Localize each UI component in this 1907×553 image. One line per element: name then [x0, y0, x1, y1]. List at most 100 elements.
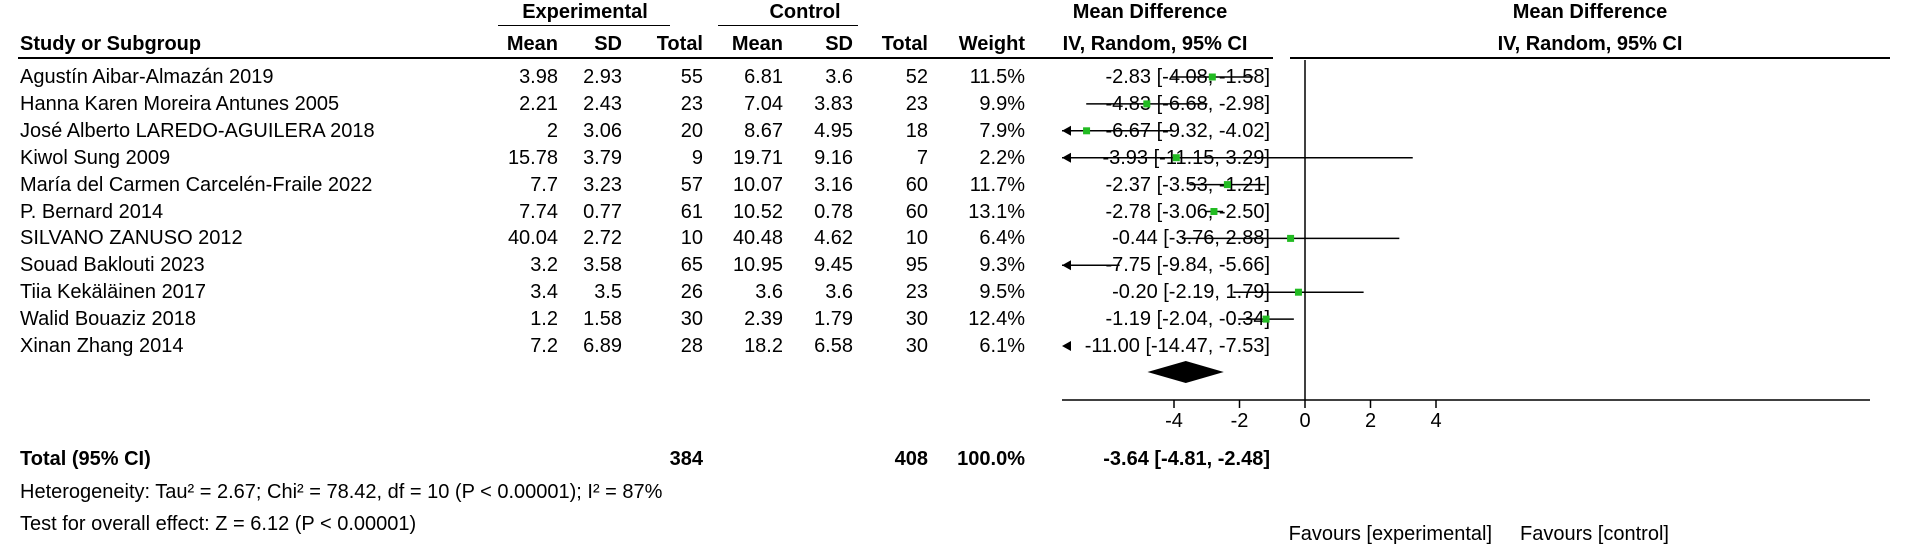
md-column-header: Mean Difference: [1072, 1, 1228, 23]
exp-total: 23: [680, 92, 703, 115]
md-ci: -1.19 [-2.04, -0.34]: [1105, 308, 1270, 331]
weight: 11.5%: [969, 66, 1025, 88]
x-tick-label: 2: [1365, 410, 1376, 432]
study-name: Walid Bouaziz 2018: [20, 308, 197, 331]
ctl-mean: 10.52: [732, 200, 783, 223]
ctl-mean: 2.39: [744, 308, 783, 331]
study-name: Tiia Kekäläinen 2017: [20, 281, 207, 304]
x-tick-label: 0: [1299, 410, 1310, 432]
ctl-sd: 9.16: [814, 146, 853, 169]
experimental-group-rule: [498, 25, 670, 26]
exp-total: 28: [680, 335, 703, 357]
md-ci: -2.78 [-3.06, -2.50]: [1105, 200, 1270, 223]
exp-sd: 2.43: [583, 92, 622, 115]
ctl-mean: 7.04: [744, 92, 783, 115]
control-group-rule: [718, 25, 858, 26]
exp-total: 30: [680, 308, 703, 331]
exp-mean: 7.74: [519, 200, 558, 223]
md-ci: -6.67 [-9.32, -4.02]: [1105, 119, 1270, 142]
weight: 9.5%: [979, 281, 1025, 304]
study-name: María del Carmen Carcelén-Fraile 2022: [20, 173, 373, 196]
ctl-total: 10: [905, 227, 928, 250]
ctl-total-header: Total: [881, 33, 928, 55]
header-rule-left: [18, 57, 1273, 59]
exp-sd: 2.93: [583, 66, 622, 88]
exp-total-header: Total: [656, 33, 703, 55]
ctl-mean: 40.48: [732, 227, 783, 250]
study-column-header: Study or Subgroup: [20, 33, 202, 55]
exp-sd: 0.77: [583, 200, 622, 223]
exp-mean: 2.21: [519, 92, 558, 115]
md-ci: -0.20 [-2.19, 1.79]: [1112, 281, 1270, 304]
study-name: Xinan Zhang 2014: [20, 335, 184, 357]
ctl-total: 60: [905, 200, 928, 223]
ctl-total: 30: [905, 308, 928, 331]
ctl-mean: 18.2: [744, 335, 783, 357]
exp-sd: 3.58: [583, 254, 622, 277]
exp-total: 10: [680, 227, 703, 250]
exp-mean-header: Mean: [506, 33, 558, 55]
ctl-sd: 3.6: [825, 66, 853, 88]
study-name: SILVANO ZANUSO 2012: [20, 227, 243, 250]
ctl-total: 7: [916, 146, 928, 169]
plot-subheader: IV, Random, 95% CI: [1497, 33, 1683, 55]
md-ci: -11.00 [-14.47, -7.53]: [1084, 335, 1270, 357]
header-rule-right: [1290, 57, 1890, 59]
favours-control-label: Favours [control]: [1520, 523, 1669, 545]
exp-sd: 3.5: [594, 281, 622, 304]
ctl-sd: 1.79: [814, 308, 853, 331]
overall-effect-text: Test for overall effect: Z = 6.12 (P < 0…: [20, 513, 417, 535]
weight: 9.3%: [979, 254, 1025, 277]
md-subheader: IV, Random, 95% CI: [1062, 33, 1248, 55]
weight: 2.2%: [979, 146, 1025, 169]
ctl-mean: 3.6: [755, 281, 783, 304]
md-ci: -2.83 [-4.08, -1.58]: [1105, 66, 1270, 88]
exp-sd: 3.79: [583, 146, 622, 169]
x-tick-label: 4: [1430, 410, 1441, 432]
exp-total: 26: [680, 281, 703, 304]
study-name: Souad Baklouti 2023: [20, 254, 205, 277]
ctl-total: 23: [905, 92, 928, 115]
exp-total: 9: [691, 146, 703, 169]
total-label: Total (95% CI): [20, 448, 151, 470]
exp-total: 20: [680, 119, 703, 142]
exp-mean: 3.4: [530, 281, 558, 304]
exp-total: 65: [680, 254, 703, 277]
md-ci: -2.37 [-3.53, -1.21]: [1105, 173, 1270, 196]
weight: 11.7%: [969, 173, 1025, 196]
ctl-mean: 19.71: [732, 146, 783, 169]
exp-sd: 3.06: [583, 119, 622, 142]
ctl-sd: 6.58: [814, 335, 853, 357]
exp-mean: 3.2: [530, 254, 558, 277]
study-name: Agustín Aibar-Almazán 2019: [20, 66, 274, 88]
ctl-total: 18: [905, 119, 928, 142]
ctl-sd: 3.6: [825, 281, 853, 304]
study-name: Hanna Karen Moreira Antunes 2005: [20, 92, 340, 115]
weight: 6.1%: [979, 335, 1025, 357]
total-weight: 100.0%: [957, 448, 1025, 470]
heterogeneity-text: Heterogeneity: Tau² = 2.67; Chi² = 78.42…: [20, 481, 663, 503]
ctl-total: 30: [905, 335, 928, 357]
ctl-sd: 0.78: [814, 200, 853, 223]
ctl-sd: 3.83: [814, 92, 853, 115]
exp-sd: 1.58: [583, 308, 622, 331]
ctl-sd: 9.45: [814, 254, 853, 277]
ctl-sd: 4.95: [814, 119, 853, 142]
ctl-sd: 3.16: [814, 173, 853, 196]
ctl-mean: 8.67: [744, 119, 783, 142]
exp-mean: 2: [546, 119, 558, 142]
ctl-total: 60: [905, 173, 928, 196]
ctl-mean: 10.95: [732, 254, 783, 277]
exp-total: 55: [680, 66, 703, 88]
md-ci: -3.93 [-11.15, 3.29]: [1102, 146, 1270, 169]
study-name: P. Bernard 2014: [20, 200, 164, 223]
md-ci: -4.83 [-6.68, -2.98]: [1105, 92, 1270, 115]
ctl-mean: 10.07: [732, 173, 783, 196]
exp-mean: 7.7: [530, 173, 558, 196]
exp-mean: 40.04: [507, 227, 558, 250]
weight: 12.4%: [968, 308, 1025, 331]
x-tick-label: -4: [1165, 410, 1183, 432]
favours-experimental-label: Favours [experimental]: [1289, 523, 1492, 545]
weight: 7.9%: [979, 119, 1025, 142]
md-ci: -0.44 [-3.76, 2.88]: [1112, 227, 1270, 250]
